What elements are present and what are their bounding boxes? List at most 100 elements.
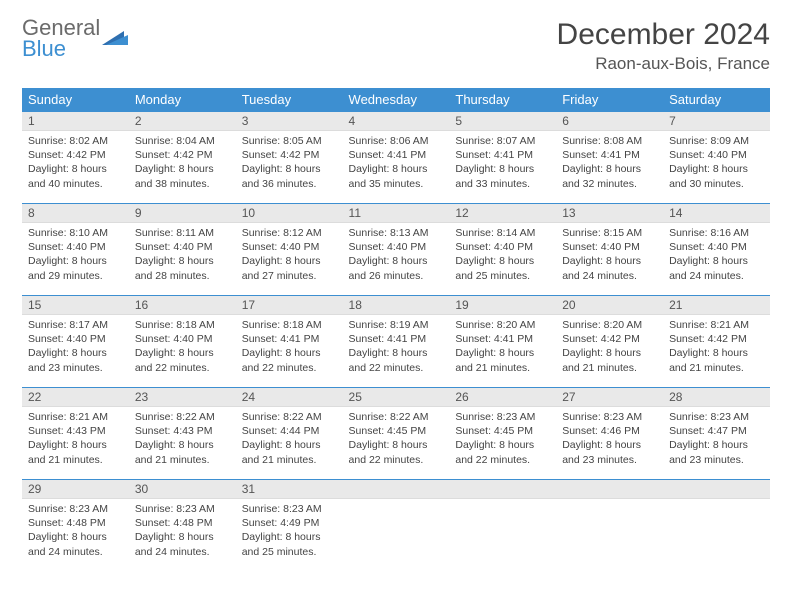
- daylight-text: Daylight: 8 hours and 22 minutes.: [455, 438, 550, 466]
- sunset-text: Sunset: 4:40 PM: [28, 332, 123, 346]
- day-body: Sunrise: 8:23 AMSunset: 4:49 PMDaylight:…: [236, 499, 343, 563]
- day-body: Sunrise: 8:10 AMSunset: 4:40 PMDaylight:…: [22, 223, 129, 287]
- calendar-cell: 25Sunrise: 8:22 AMSunset: 4:45 PMDayligh…: [343, 388, 450, 480]
- daylight-text: Daylight: 8 hours and 35 minutes.: [349, 162, 444, 190]
- day-number: 8: [22, 204, 129, 223]
- sunset-text: Sunset: 4:48 PM: [135, 516, 230, 530]
- day-header: Sunday: [22, 88, 129, 112]
- day-body: Sunrise: 8:09 AMSunset: 4:40 PMDaylight:…: [663, 131, 770, 195]
- calendar-week-row: 15Sunrise: 8:17 AMSunset: 4:40 PMDayligh…: [22, 296, 770, 388]
- day-body: Sunrise: 8:02 AMSunset: 4:42 PMDaylight:…: [22, 131, 129, 195]
- day-number: 23: [129, 388, 236, 407]
- sunrise-text: Sunrise: 8:21 AM: [669, 318, 764, 332]
- daylight-text: Daylight: 8 hours and 24 minutes.: [562, 254, 657, 282]
- sunrise-text: Sunrise: 8:14 AM: [455, 226, 550, 240]
- day-number: 11: [343, 204, 450, 223]
- day-body: Sunrise: 8:06 AMSunset: 4:41 PMDaylight:…: [343, 131, 450, 195]
- day-body: Sunrise: 8:22 AMSunset: 4:44 PMDaylight:…: [236, 407, 343, 471]
- sunrise-text: Sunrise: 8:10 AM: [28, 226, 123, 240]
- daylight-text: Daylight: 8 hours and 25 minutes.: [455, 254, 550, 282]
- daylight-text: Daylight: 8 hours and 21 minutes.: [28, 438, 123, 466]
- calendar-cell: [663, 480, 770, 572]
- sunrise-text: Sunrise: 8:18 AM: [242, 318, 337, 332]
- sunset-text: Sunset: 4:49 PM: [242, 516, 337, 530]
- day-body: Sunrise: 8:13 AMSunset: 4:40 PMDaylight:…: [343, 223, 450, 287]
- calendar-cell: 17Sunrise: 8:18 AMSunset: 4:41 PMDayligh…: [236, 296, 343, 388]
- day-body: Sunrise: 8:20 AMSunset: 4:41 PMDaylight:…: [449, 315, 556, 379]
- day-number-empty: [663, 480, 770, 499]
- daylight-text: Daylight: 8 hours and 21 minutes.: [562, 346, 657, 374]
- calendar-header-row: SundayMondayTuesdayWednesdayThursdayFrid…: [22, 88, 770, 112]
- calendar-cell: 16Sunrise: 8:18 AMSunset: 4:40 PMDayligh…: [129, 296, 236, 388]
- calendar-table: SundayMondayTuesdayWednesdayThursdayFrid…: [22, 88, 770, 572]
- day-number: 31: [236, 480, 343, 499]
- day-body: Sunrise: 8:22 AMSunset: 4:45 PMDaylight:…: [343, 407, 450, 471]
- day-body: Sunrise: 8:18 AMSunset: 4:40 PMDaylight:…: [129, 315, 236, 379]
- calendar-cell: 22Sunrise: 8:21 AMSunset: 4:43 PMDayligh…: [22, 388, 129, 480]
- day-number: 6: [556, 112, 663, 131]
- day-body: Sunrise: 8:23 AMSunset: 4:46 PMDaylight:…: [556, 407, 663, 471]
- day-number: 12: [449, 204, 556, 223]
- daylight-text: Daylight: 8 hours and 23 minutes.: [669, 438, 764, 466]
- day-body: Sunrise: 8:04 AMSunset: 4:42 PMDaylight:…: [129, 131, 236, 195]
- calendar-cell: 30 Sunrise: 8:23 AMSunset: 4:48 PMDayligh…: [129, 480, 236, 572]
- sunrise-text: Sunrise: 8:22 AM: [135, 410, 230, 424]
- sunset-text: Sunset: 4:42 PM: [669, 332, 764, 346]
- daylight-text: Daylight: 8 hours and 30 minutes.: [669, 162, 764, 190]
- sunrise-text: Sunrise: 8:23 AM: [135, 502, 230, 516]
- header: General Blue December 2024 Raon-aux-Bois…: [22, 18, 770, 74]
- sunset-text: Sunset: 4:45 PM: [349, 424, 444, 438]
- calendar-cell: 26Sunrise: 8:23 AMSunset: 4:45 PMDayligh…: [449, 388, 556, 480]
- day-number: 4: [343, 112, 450, 131]
- sunset-text: Sunset: 4:40 PM: [135, 240, 230, 254]
- day-number: 30: [129, 480, 236, 499]
- daylight-text: Daylight: 8 hours and 24 minutes.: [135, 530, 230, 558]
- sunset-text: Sunset: 4:41 PM: [562, 148, 657, 162]
- daylight-text: Daylight: 8 hours and 22 minutes.: [349, 438, 444, 466]
- day-number: 10: [236, 204, 343, 223]
- daylight-text: Daylight: 8 hours and 28 minutes.: [135, 254, 230, 282]
- daylight-text: Daylight: 8 hours and 21 minutes.: [455, 346, 550, 374]
- sunrise-text: Sunrise: 8:08 AM: [562, 134, 657, 148]
- day-body: Sunrise: 8:19 AMSunset: 4:41 PMDaylight:…: [343, 315, 450, 379]
- logo: General Blue: [22, 18, 128, 60]
- sunrise-text: Sunrise: 8:23 AM: [562, 410, 657, 424]
- calendar-cell: 9Sunrise: 8:11 AMSunset: 4:40 PMDaylight…: [129, 204, 236, 296]
- daylight-text: Daylight: 8 hours and 32 minutes.: [562, 162, 657, 190]
- calendar-cell: 10Sunrise: 8:12 AMSunset: 4:40 PMDayligh…: [236, 204, 343, 296]
- calendar-cell: 11Sunrise: 8:13 AMSunset: 4:40 PMDayligh…: [343, 204, 450, 296]
- daylight-text: Daylight: 8 hours and 24 minutes.: [28, 530, 123, 558]
- day-number: 21: [663, 296, 770, 315]
- day-body: Sunrise: 8:17 AMSunset: 4:40 PMDaylight:…: [22, 315, 129, 379]
- day-header: Saturday: [663, 88, 770, 112]
- sunrise-text: Sunrise: 8:18 AM: [135, 318, 230, 332]
- day-header: Monday: [129, 88, 236, 112]
- calendar-cell: [556, 480, 663, 572]
- sunset-text: Sunset: 4:47 PM: [669, 424, 764, 438]
- day-body: Sunrise: 8:23 AMSunset: 4:45 PMDaylight:…: [449, 407, 556, 471]
- calendar-cell: 24Sunrise: 8:22 AMSunset: 4:44 PMDayligh…: [236, 388, 343, 480]
- sunrise-text: Sunrise: 8:07 AM: [455, 134, 550, 148]
- day-number: 7: [663, 112, 770, 131]
- calendar-cell: 27Sunrise: 8:23 AMSunset: 4:46 PMDayligh…: [556, 388, 663, 480]
- day-body: Sunrise: 8:21 AMSunset: 4:42 PMDaylight:…: [663, 315, 770, 379]
- day-number-empty: [343, 480, 450, 499]
- calendar-cell: 23Sunrise: 8:22 AMSunset: 4:43 PMDayligh…: [129, 388, 236, 480]
- sunset-text: Sunset: 4:40 PM: [455, 240, 550, 254]
- day-number: 19: [449, 296, 556, 315]
- sunrise-text: Sunrise: 8:04 AM: [135, 134, 230, 148]
- day-number: 2: [129, 112, 236, 131]
- sunset-text: Sunset: 4:43 PM: [28, 424, 123, 438]
- calendar-cell: 5Sunrise: 8:07 AMSunset: 4:41 PMDaylight…: [449, 112, 556, 204]
- calendar-cell: 12 Sunrise: 8:14 AMSunset: 4:40 PMDayligh…: [449, 204, 556, 296]
- daylight-text: Daylight: 8 hours and 22 minutes.: [242, 346, 337, 374]
- day-body: Sunrise: 8:21 AMSunset: 4:43 PMDaylight:…: [22, 407, 129, 471]
- sunset-text: Sunset: 4:40 PM: [349, 240, 444, 254]
- calendar-cell: 2Sunrise: 8:04 AMSunset: 4:42 PMDaylight…: [129, 112, 236, 204]
- daylight-text: Daylight: 8 hours and 26 minutes.: [349, 254, 444, 282]
- sunrise-text: Sunrise: 8:16 AM: [669, 226, 764, 240]
- calendar-week-row: 8Sunrise: 8:10 AMSunset: 4:40 PMDaylight…: [22, 204, 770, 296]
- sunset-text: Sunset: 4:40 PM: [135, 332, 230, 346]
- sunset-text: Sunset: 4:43 PM: [135, 424, 230, 438]
- sunrise-text: Sunrise: 8:23 AM: [242, 502, 337, 516]
